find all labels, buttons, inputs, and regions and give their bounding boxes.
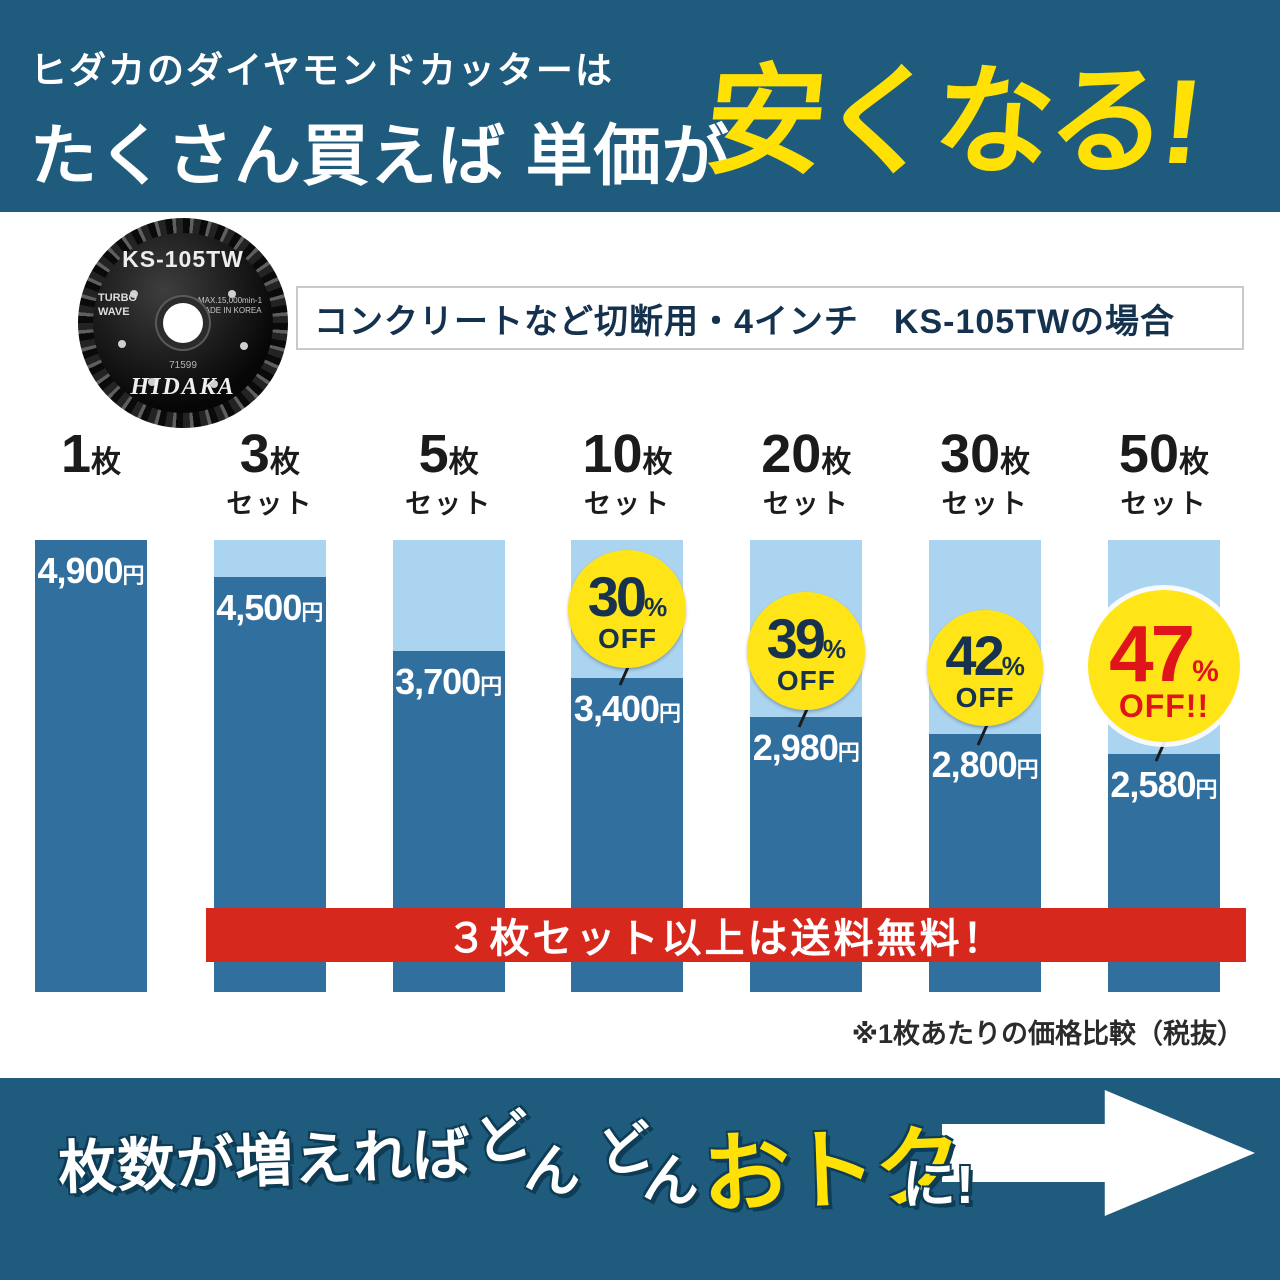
disc-model-text: KS-105TW [122,246,244,272]
header-highlight: 安くなる! [698,55,1204,189]
price-number: 3,400 [573,688,660,729]
set-label: セット [941,489,1029,519]
discount-percent: 30 [587,564,647,628]
price-yen: 円 [122,563,145,588]
price-number: 2,580 [1110,764,1196,805]
qty-unit: 枚 [1000,446,1031,479]
price-label: 3,700円 [393,651,505,703]
set-label: セット [762,489,850,519]
bar-column-30: 30枚 セット 42% OFF 2,800円 [927,424,1044,992]
discount-percent: 47 [1109,608,1195,698]
qty-number: 3 [239,424,270,484]
price-comparison-note: ※1枚あたりの価格比較（税抜） [851,1019,1244,1049]
bar-column-50: 50枚 セット 47% OFF!! 2,580円 [1087,424,1240,992]
product-disc-image: KS-105TW TURBO WAVE MAX.15,000min-1 MADE… [78,218,288,428]
script-char: ん [639,1144,705,1216]
header-line2: たくさん買えば 単価が [30,119,730,194]
price-label: 2,980円 [750,717,862,769]
footer-suffix-text: に! [902,1155,974,1215]
price-label: 2,580円 [1108,754,1220,806]
footer-band: 枚数が増えれば ど ん ど ん おトク に! [0,1078,1280,1280]
price-number: 2,800 [931,744,1018,785]
price-yen: 円 [659,701,682,726]
column-label: 10枚 セット [547,422,707,522]
disc-brand-text: HIDAKA [130,374,236,400]
column-label: 50枚 セット [1084,422,1244,522]
column-label: 30枚 セット [905,422,1065,522]
footer-lead-text: 枚数が増えれば [57,1121,473,1202]
off-text: OFF!! [1118,687,1210,724]
set-label: セット [226,489,314,519]
column-label: 1枚 [11,422,171,522]
bar-column-1: 1枚 4,900円 [35,424,147,992]
column-label: 5枚 セット [369,422,529,522]
price-label: 3,400円 [571,678,683,730]
footer-script-text: ど ん ど ん [469,1082,708,1216]
discount-badge-42: 42% OFF [927,610,1044,726]
bar-discount-area [213,540,326,577]
qty-number: 20 [761,424,822,484]
off-text: OFF [955,681,1015,713]
qty-number: 10 [582,424,643,484]
price-yen: 円 [1195,777,1218,802]
qty-number: 50 [1118,424,1179,484]
bar-discount-area [392,540,505,651]
price-number: 2,980 [752,727,839,768]
off-text: OFF [597,622,657,654]
qty-unit: 枚 [1179,446,1209,479]
disc-serial-text: 71599 [169,360,197,371]
discount-percent: 42 [945,623,1004,687]
qty-unit: 枚 [91,446,122,479]
bar-column-20: 20枚 セット 39% OFF 2,980円 [747,424,866,992]
qty-unit: 枚 [642,446,673,479]
disc-turbo-wave-text: TURBO WAVE [98,292,138,318]
column-label: 20枚 セット [726,422,886,522]
percent-sign: % [822,633,847,664]
header-band [0,0,1280,212]
percent-sign: % [644,591,668,622]
price-label: 4,500円 [214,577,326,629]
qty-unit: 枚 [821,446,852,479]
price-label: 2,800円 [929,734,1041,786]
free-shipping-text: ３枚セット以上は送料無料！ [446,917,1006,961]
percent-sign: % [1001,650,1025,681]
qty-unit: 枚 [448,446,479,479]
price-yen: 円 [1016,757,1039,782]
product-label-box: コンクリートなど切断用・4インチ KS-105TWの場合 [296,286,1244,350]
qty-number: 1 [60,424,92,484]
qty-number: 5 [418,424,449,484]
price-yen: 円 [837,740,860,765]
discount-badge-47: 47% OFF!! [1087,590,1240,742]
set-label: セット [1120,489,1208,519]
discount-badge-30: 30% OFF [568,550,687,668]
set-label: セット [583,489,671,519]
off-text: OFF [776,664,836,696]
right-arrow-icon [942,1090,1255,1216]
header-line1: ヒダカのダイヤモンドカッターは [30,50,614,91]
price-yen: 円 [301,600,324,625]
price-label: 4,900円 [35,540,147,592]
price-number: 4,900 [37,550,123,591]
qty-number: 30 [940,424,1001,484]
bar-price-area: 4,900円 [35,540,147,992]
set-label [11,486,171,522]
qty-unit: 枚 [269,446,300,479]
discount-badge-39: 39% OFF [747,592,866,710]
price-number: 3,700 [395,661,481,702]
script-char: ん [521,1134,586,1206]
column-label: 3枚 セット [190,422,350,522]
price-number: 4,500 [216,587,302,628]
disc-screw-holes [78,218,86,226]
product-label-text: コンクリートなど切断用・4インチ KS-105TWの場合 [314,302,1176,341]
price-yen: 円 [480,674,503,699]
free-shipping-banner: ３枚セット以上は送料無料！ [206,908,1246,962]
disc-center-hole [163,303,203,343]
disc-spec-text: MAX.15,000min-1 MADE IN KOREA [198,296,263,316]
set-label: セット [405,489,493,519]
discount-percent: 39 [766,606,826,670]
percent-sign: % [1192,654,1219,688]
